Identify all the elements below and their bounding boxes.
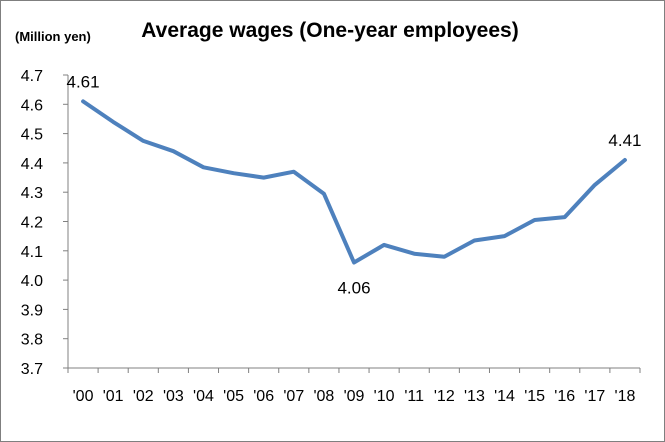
data-point <box>111 120 115 124</box>
data-point <box>292 170 296 174</box>
data-labels: 4.61 4.06 4.41 <box>67 72 642 297</box>
data-point <box>171 149 175 153</box>
y-tick-label: 4.6 <box>21 97 43 114</box>
data-point <box>201 165 205 169</box>
y-tick-label: 4.1 <box>21 244 43 261</box>
x-tick-label: '11 <box>404 388 424 405</box>
y-tick-label: 4.4 <box>21 156 43 173</box>
x-tick-label: '13 <box>464 388 485 405</box>
data-point <box>232 171 236 175</box>
y-tick-label: 3.9 <box>21 302 43 319</box>
x-tick-label: '07 <box>283 388 304 405</box>
data-point <box>472 239 476 243</box>
y-tick-label: 3.8 <box>21 332 43 349</box>
data-point <box>382 243 386 247</box>
x-tick-label: '10 <box>374 388 395 405</box>
x-tick-label: '01 <box>103 388 124 405</box>
x-tick-label: '06 <box>253 388 274 405</box>
data-point <box>593 183 597 187</box>
data-point <box>322 192 326 196</box>
x-tick-label: '00 <box>73 388 94 405</box>
y-tick-label: 3.7 <box>21 361 43 378</box>
data-point <box>442 255 446 259</box>
y-tick-label: 4.7 <box>21 68 43 85</box>
series-group <box>81 99 627 265</box>
y-tick-label: 4.3 <box>21 185 43 202</box>
x-axis: '00 '01 '02 '03 '04 '05 '06 '07 '08 '09 '10 '11 '12 '… <box>67 367 641 405</box>
data-point <box>503 234 507 238</box>
data-point <box>533 218 537 222</box>
y-axis: 3.7 3.8 3.9 4.0 4.1 4.2 4.3 4.4 4.5 4.6 4.7 <box>21 68 69 378</box>
x-tick-label: '15 <box>524 388 545 405</box>
x-tick-label: '17 <box>584 388 605 405</box>
y-tick-label: 4.5 <box>21 127 43 144</box>
data-point <box>412 252 416 256</box>
y-tick-label: 4.0 <box>21 273 43 290</box>
data-point <box>563 215 567 219</box>
data-point <box>141 139 145 143</box>
x-tick-label: '03 <box>163 388 184 405</box>
x-tick-label: '08 <box>313 388 334 405</box>
x-tick-label: '02 <box>133 388 154 405</box>
data-point <box>623 158 627 162</box>
chart-title: Average wages (One-year employees) <box>141 19 518 42</box>
y-tick-label: 4.2 <box>21 215 43 232</box>
x-tick-label: '14 <box>494 388 515 405</box>
data-point <box>81 99 85 103</box>
data-label: 4.06 <box>337 279 370 298</box>
x-tick-label: '04 <box>193 388 214 405</box>
x-tick-label: '16 <box>554 388 575 405</box>
data-point <box>352 261 356 265</box>
data-point <box>262 176 266 180</box>
x-tick-label: '09 <box>344 388 365 405</box>
x-tick-label: '05 <box>223 388 244 405</box>
series-line <box>81 99 627 265</box>
data-label: 4.41 <box>608 131 641 150</box>
x-tick-label: '12 <box>434 388 455 405</box>
data-label: 4.61 <box>67 72 100 91</box>
x-tick-label: '18 <box>615 388 636 405</box>
unit-label: (Million yen) <box>15 29 91 44</box>
